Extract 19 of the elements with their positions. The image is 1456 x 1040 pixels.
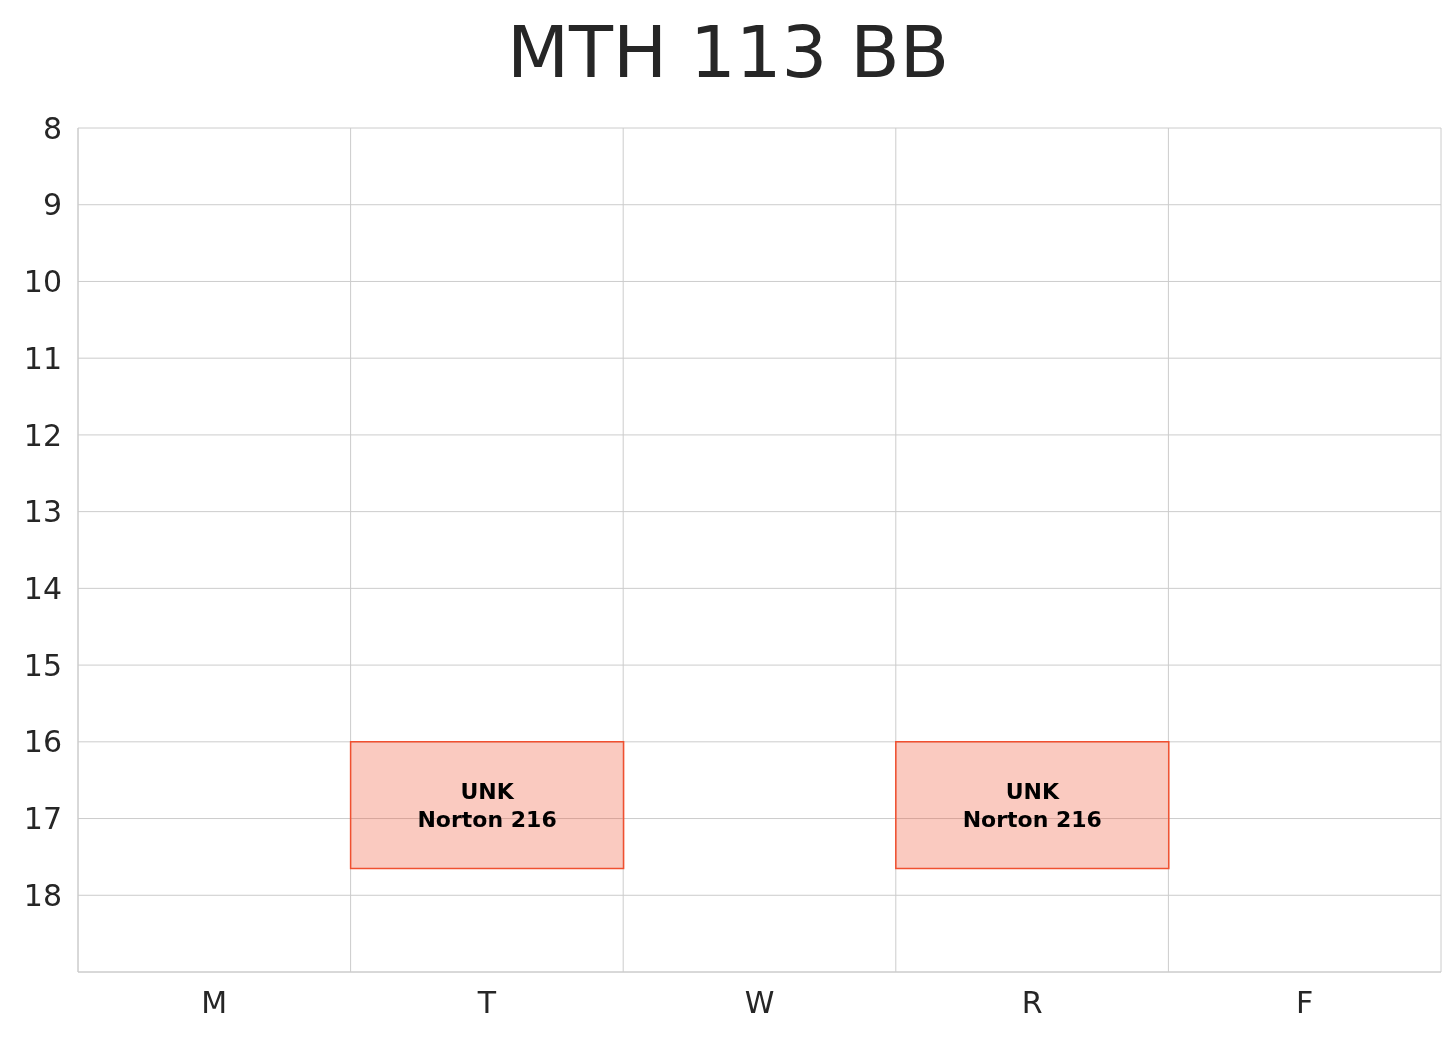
y-tick-label: 14	[23, 571, 62, 607]
y-tick-label: 11	[23, 340, 62, 376]
y-tick-label: 15	[23, 647, 62, 683]
chart-title: MTH 113 BB	[505, 9, 951, 96]
x-tick-label: W	[744, 985, 775, 1021]
y-tick-label: 8	[42, 110, 62, 146]
y-tick-label: 17	[23, 801, 62, 837]
y-tick-label: 9	[42, 187, 62, 223]
x-tick-label: T	[476, 985, 497, 1021]
y-tick-label: 13	[23, 494, 62, 530]
x-tick-label: R	[1021, 985, 1043, 1021]
annotation: UNK Norton 216	[417, 778, 557, 832]
annotation: UNK Norton 216	[962, 778, 1102, 832]
y-tick-label: 10	[23, 264, 62, 300]
y-tick-label: 12	[23, 417, 62, 453]
y-tick-label: 18	[23, 877, 62, 913]
x-tick-label: M	[201, 985, 228, 1021]
y-tick-label: 16	[23, 724, 62, 760]
x-tick-label: F	[1296, 985, 1314, 1021]
